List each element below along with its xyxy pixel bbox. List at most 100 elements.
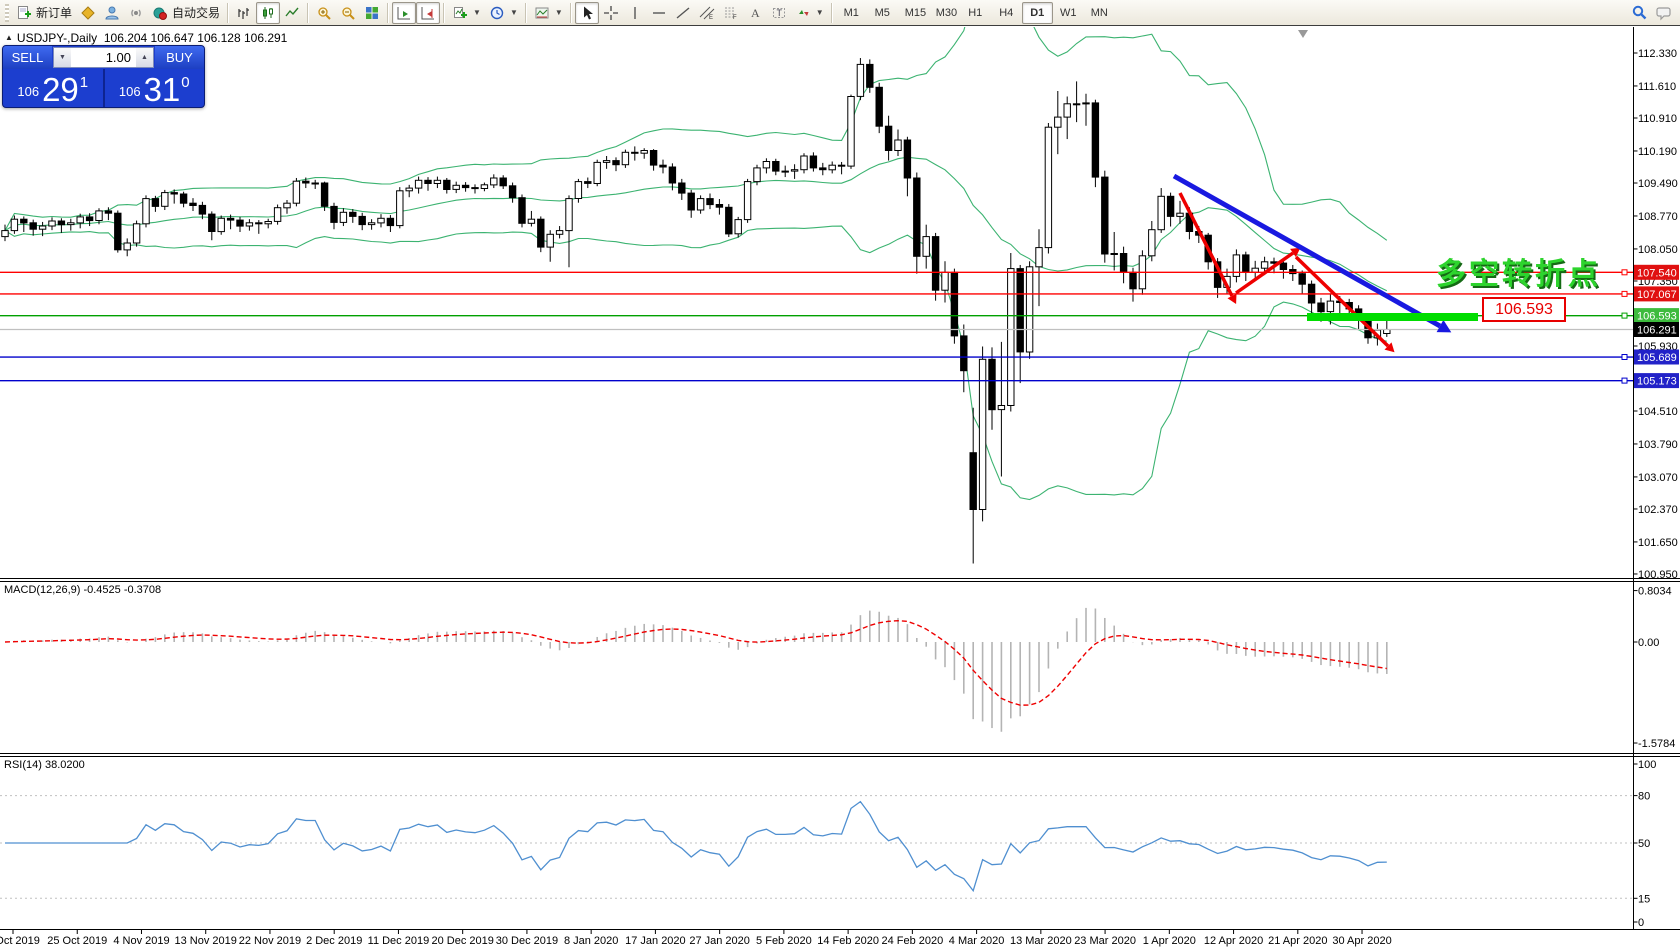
- buy-button[interactable]: BUY: [155, 46, 204, 69]
- timeframe-d1-button[interactable]: D1: [1021, 1, 1053, 24]
- dropdown-caret-icon: ▼: [554, 8, 563, 17]
- svg-text:13 Mar 2020: 13 Mar 2020: [1010, 935, 1072, 947]
- volume-decrease-button[interactable]: ▼: [54, 48, 71, 67]
- tile-windows-button[interactable]: [360, 2, 384, 24]
- candlestick-chart-button[interactable]: [256, 1, 281, 24]
- timeframe-m1-button[interactable]: M1: [836, 2, 867, 24]
- gold-badge-icon: [81, 5, 95, 20]
- arrows-icon: [798, 9, 809, 16]
- dropdown-caret-icon: ▼: [473, 8, 481, 17]
- svg-text:103.790: 103.790: [1638, 439, 1678, 451]
- horizontal-line-button[interactable]: [647, 2, 671, 24]
- new-order-label: 新订单: [36, 6, 73, 20]
- text-label-button[interactable]: T: [767, 2, 791, 24]
- svg-text:4 Nov 2019: 4 Nov 2019: [113, 935, 169, 947]
- community-button[interactable]: [100, 2, 124, 24]
- trendline-icon: [676, 6, 690, 19]
- timeframe-m5-button[interactable]: M5: [867, 2, 898, 24]
- periods-button[interactable]: ▼: [485, 2, 522, 24]
- svg-text:100: 100: [1638, 759, 1656, 771]
- text-label-icon: T: [772, 7, 785, 18]
- auto-trading-button[interactable]: 自动交易: [148, 2, 224, 24]
- svg-text:14 Feb 2020: 14 Feb 2020: [817, 935, 879, 947]
- toolbar-grip: [5, 3, 9, 22]
- volume-increase-button[interactable]: ▲: [136, 48, 153, 67]
- chart-shift-button[interactable]: [416, 1, 441, 24]
- svg-text:12 Apr 2020: 12 Apr 2020: [1204, 935, 1263, 947]
- trendline-button[interactable]: [671, 2, 695, 24]
- toolbar-separator: [830, 2, 833, 23]
- equidistant-channel-button[interactable]: E: [695, 2, 719, 24]
- svg-text:T: T: [776, 8, 782, 18]
- svg-text:107.067: 107.067: [1637, 289, 1677, 301]
- signals-button[interactable]: [124, 2, 148, 24]
- svg-text:0: 0: [1638, 917, 1644, 929]
- svg-text:E: E: [709, 15, 713, 21]
- toolbar-separator: [307, 2, 310, 23]
- svg-text:1 Apr 2020: 1 Apr 2020: [1143, 935, 1196, 947]
- zoom-out-button[interactable]: [336, 2, 360, 24]
- templates-button[interactable]: ▼: [530, 2, 567, 24]
- one-click-collapse-icon[interactable]: ▲: [5, 33, 13, 42]
- text-button[interactable]: A: [743, 2, 767, 24]
- toolbar-separator: [227, 2, 230, 23]
- rsi-indicator-label: RSI(14) 38.0200: [4, 759, 85, 771]
- volume-input[interactable]: [71, 48, 136, 67]
- fibonacci-button[interactable]: F: [719, 2, 743, 24]
- bar-chart-button[interactable]: [232, 2, 256, 24]
- svg-text:23 Mar 2020: 23 Mar 2020: [1074, 935, 1136, 947]
- timeframe-mn-button[interactable]: MN: [1084, 2, 1115, 24]
- svg-text:-1.5784: -1.5784: [1638, 738, 1675, 750]
- svg-text:112.330: 112.330: [1638, 48, 1677, 60]
- chart-shift-icon: [421, 6, 435, 19]
- auto-scroll-button[interactable]: [392, 1, 417, 24]
- svg-text:101.650: 101.650: [1638, 537, 1678, 549]
- svg-text:F: F: [733, 15, 737, 21]
- timeframe-m30-button[interactable]: M30: [929, 2, 960, 24]
- chat-button[interactable]: [1652, 2, 1678, 24]
- svg-text:15: 15: [1638, 893, 1650, 905]
- svg-text:103.070: 103.070: [1638, 472, 1678, 484]
- crosshair-button[interactable]: [599, 2, 623, 24]
- new-order-button[interactable]: 新订单: [12, 2, 76, 24]
- sell-price-button[interactable]: 106 29 1: [3, 69, 105, 107]
- timeframe-h4-button[interactable]: H4: [991, 2, 1022, 24]
- toolbar-separator: [387, 2, 390, 23]
- svg-text:106.593: 106.593: [1637, 311, 1677, 323]
- toolbar: 新订单 自动交易: [0, 0, 1680, 26]
- svg-text:30 Apr 2020: 30 Apr 2020: [1332, 935, 1391, 947]
- svg-text:107.540: 107.540: [1637, 267, 1677, 279]
- svg-text:100.950: 100.950: [1638, 569, 1678, 581]
- indicators-button[interactable]: ▼: [448, 2, 485, 24]
- timeframe-m15-button[interactable]: M15: [898, 2, 929, 24]
- svg-text:108.770: 108.770: [1638, 211, 1678, 223]
- line-chart-button[interactable]: [280, 2, 304, 24]
- indicators-icon: [454, 6, 468, 18]
- text-icon: A: [751, 6, 760, 20]
- svg-text:22 Nov 2019: 22 Nov 2019: [239, 935, 301, 947]
- sell-price-pip: 1: [79, 74, 89, 91]
- price-level-annotation[interactable]: 106.593: [1482, 297, 1566, 322]
- sell-button[interactable]: SELL: [3, 46, 52, 69]
- search-button[interactable]: [1627, 2, 1652, 24]
- timeframe-h1-button[interactable]: H1: [960, 2, 991, 24]
- svg-text:17 Jan 2020: 17 Jan 2020: [625, 935, 686, 947]
- vertical-line-button[interactable]: [623, 2, 647, 24]
- chart-ohlc-values: 106.204 106.647 106.128 106.291: [103, 31, 288, 45]
- sell-price-main: 29: [42, 71, 79, 108]
- buy-price-prefix: 106: [118, 84, 141, 99]
- auto-trading-label: 自动交易: [172, 6, 221, 20]
- turning-point-annotation[interactable]: 多空转折点: [1436, 258, 1601, 291]
- chart-title: ▲ USDJPY-,Daily 106.204 106.647 106.128 1…: [5, 31, 287, 45]
- person-icon: [105, 6, 119, 19]
- svg-text:104.510: 104.510: [1638, 406, 1678, 418]
- zoom-in-button[interactable]: [312, 2, 336, 24]
- search-icon: [1632, 5, 1647, 20]
- buy-price-button[interactable]: 106 31 0: [105, 69, 205, 107]
- profile-button[interactable]: [76, 2, 100, 24]
- cursor-button[interactable]: [574, 1, 599, 24]
- arrows-button[interactable]: ▼: [791, 2, 828, 24]
- timeframe-w1-button[interactable]: W1: [1053, 2, 1084, 24]
